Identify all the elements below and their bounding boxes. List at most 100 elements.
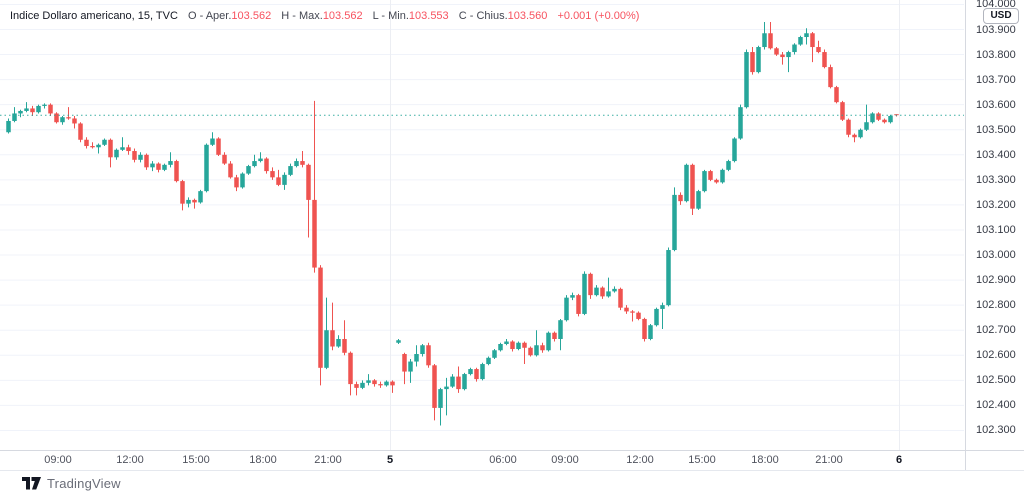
price-change: +0.001 (+0.00%): [557, 10, 640, 22]
candle-body: [234, 177, 239, 188]
price-tick-label: 102.500: [976, 374, 1016, 387]
candle-body: [78, 123, 83, 140]
candle-body: [552, 332, 557, 339]
symbol-title: Indice Dollaro americano, 15, TVC: [10, 10, 178, 22]
symbol-header[interactable]: Indice Dollaro americano, 15, TVC O - Ap…: [10, 9, 639, 23]
candle-body: [366, 380, 371, 383]
candle-body: [120, 147, 125, 150]
tradingview-logo-icon: [22, 476, 41, 489]
tradingview-logo[interactable]: TradingView: [22, 475, 121, 491]
candle-body: [684, 164, 689, 202]
candle-body: [828, 67, 833, 88]
candle-body: [852, 134, 857, 138]
candle-body: [558, 320, 563, 339]
candle-body: [84, 139, 89, 147]
candle-body: [108, 139, 113, 158]
candle-body: [702, 171, 707, 192]
candle-body: [666, 250, 671, 306]
candle-body: [354, 384, 359, 388]
candle-body: [870, 113, 875, 123]
candle-body: [426, 345, 431, 366]
candle-body: [42, 104, 47, 106]
time-tick-label: 12:00: [626, 454, 654, 466]
candle-body: [168, 161, 173, 165]
candle-body: [72, 118, 77, 124]
candle-body: [186, 199, 191, 204]
candle-body: [672, 194, 677, 251]
candle-body: [864, 122, 869, 130]
candle-body: [888, 115, 893, 123]
price-tick-label: 103.800: [976, 48, 1016, 61]
candle-body: [402, 354, 407, 372]
candle-body: [882, 119, 887, 123]
candle-body: [822, 52, 827, 68]
price-tick-label: 102.900: [976, 274, 1016, 287]
time-tick-label: 21:00: [815, 454, 843, 466]
candle-body: [732, 138, 737, 162]
high-value: 103.562: [322, 10, 363, 22]
tradingview-logo-text: TradingView: [47, 475, 121, 491]
candle-body: [390, 381, 395, 386]
candle-body: [288, 166, 293, 175]
time-tick-label: 18:00: [249, 454, 277, 466]
candle-body: [282, 174, 287, 185]
price-axis[interactable]: USD 104.000 103.900 103.800 103.700 103.600 1…: [966, 0, 1024, 470]
currency-badge[interactable]: USD: [983, 8, 1019, 24]
candle-body: [624, 307, 629, 312]
candle-body: [312, 199, 317, 268]
candle-body: [342, 338, 347, 353]
candle-body: [468, 369, 473, 375]
candle-body: [894, 114, 899, 116]
open-label: O - Aper.: [188, 10, 232, 22]
candle-body: [858, 129, 863, 138]
price-tick-label: 103.700: [976, 73, 1016, 86]
time-tick-label: 09:00: [44, 454, 72, 466]
candle-body: [474, 369, 479, 380]
candle-body: [804, 33, 809, 38]
time-tick-label: 21:00: [314, 454, 342, 466]
candle-body: [414, 354, 419, 362]
candle-body: [612, 288, 617, 292]
candle-body: [66, 117, 71, 119]
candle-body: [408, 361, 413, 372]
candle-body: [834, 87, 839, 103]
candle-body: [204, 144, 209, 192]
price-tick-label: 103.600: [976, 98, 1016, 111]
high-label: H - Max.: [281, 10, 323, 22]
time-tick-label: 09:00: [551, 454, 579, 466]
time-tick-label: 18:00: [751, 454, 779, 466]
candle-body: [264, 158, 269, 172]
time-tick-label: 15:00: [688, 454, 716, 466]
candle-body: [240, 173, 245, 188]
candle-body: [90, 146, 95, 148]
candle-body: [138, 154, 143, 160]
candle-body: [198, 191, 203, 203]
price-tick-label: 103.500: [976, 123, 1016, 136]
time-tick-label: 5: [386, 454, 394, 466]
candle-body: [192, 199, 197, 203]
time-tick-label: 6: [895, 454, 903, 466]
candle-body: [678, 194, 683, 202]
candle-body: [780, 54, 785, 58]
candle-body: [792, 44, 797, 53]
candle-body: [36, 105, 41, 113]
candle-body: [420, 345, 425, 355]
candle-body: [222, 154, 227, 164]
open-value: 103.562: [231, 10, 272, 22]
candle-body: [768, 33, 773, 49]
candle-body: [378, 384, 383, 386]
candle-body: [462, 374, 467, 390]
candle-body: [96, 144, 101, 148]
candle-body: [636, 312, 641, 319]
time-axis[interactable]: 09:00 12:00 15:00 18:00 21:00 5 06:00 09:00 12:0…: [0, 451, 965, 470]
candle-body: [744, 52, 749, 108]
candle-body: [180, 181, 185, 204]
candle-body: [48, 104, 53, 114]
candle-body: [774, 48, 779, 55]
candle-body: [582, 273, 587, 314]
candle-body: [840, 102, 845, 120]
candle-body: [576, 295, 581, 314]
candle-body: [642, 318, 647, 339]
